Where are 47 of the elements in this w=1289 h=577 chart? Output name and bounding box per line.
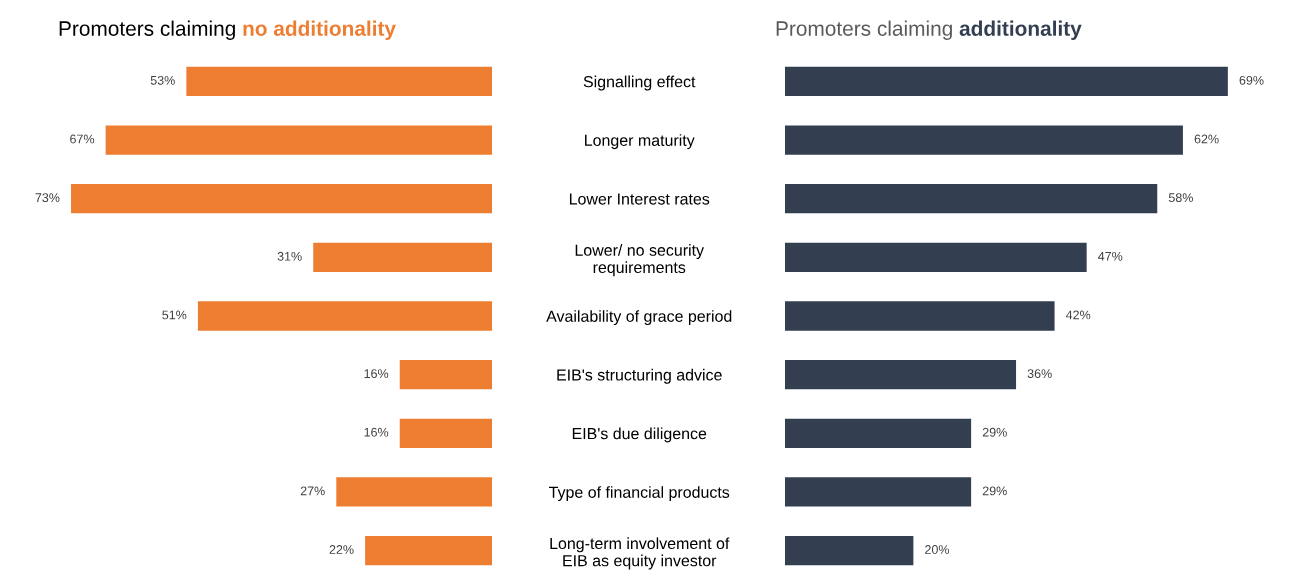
bar (399, 418, 492, 448)
data-label: 29% (982, 427, 1007, 437)
y-tick-label: Long-term involvement of EIB as equity investor (550, 537, 730, 570)
bar (399, 359, 492, 390)
bar (785, 242, 1087, 273)
y-tick-label: EIB's structuring advice (557, 368, 722, 384)
bar (365, 535, 492, 566)
y-tick-label: Lower/ no security requirements (575, 244, 704, 277)
data-label: 58% (1168, 193, 1193, 203)
bar (785, 125, 1183, 155)
bar (71, 184, 492, 214)
data-label: 27% (300, 486, 325, 496)
bar (785, 418, 972, 448)
chart-title: Promoters claiming no additionality (59, 20, 396, 40)
y-tick-label: Availability of grace period (546, 310, 732, 326)
data-label: 42% (1065, 310, 1091, 320)
y-tick-label: Type of financial products (549, 486, 730, 502)
bar (785, 359, 1017, 390)
data-label: 47% (1098, 251, 1123, 261)
data-label: 16% (364, 427, 389, 437)
data-label: 67% (70, 134, 95, 144)
bar (785, 301, 1055, 331)
y-tick-label: Signalling effect (583, 75, 696, 91)
data-label: 20% (925, 545, 950, 554)
bar (186, 66, 492, 97)
data-label: 69% (1239, 75, 1264, 85)
y-tick-label: EIB's due diligence (572, 427, 707, 443)
bar (785, 184, 1158, 214)
bar (785, 477, 972, 507)
data-label: 36% (1027, 369, 1052, 379)
data-label: 53% (150, 75, 175, 85)
data-label: 31% (277, 251, 302, 261)
data-label: 73% (35, 193, 60, 203)
bar (313, 242, 492, 273)
data-label: 29% (982, 486, 1007, 496)
y-tick-label: Longer maturity (585, 134, 695, 150)
bar (336, 477, 492, 507)
data-label: 62% (1194, 134, 1219, 144)
y-tick-label: Lower Interest rates (569, 193, 710, 205)
data-label: 22% (329, 545, 354, 554)
bar (785, 66, 1228, 97)
data-label: 16% (364, 369, 389, 379)
bar (785, 535, 914, 566)
chart-title: Promoters claiming additionality (776, 20, 1082, 40)
bar (197, 301, 492, 331)
data-label: 51% (162, 310, 187, 320)
bar (105, 125, 492, 155)
